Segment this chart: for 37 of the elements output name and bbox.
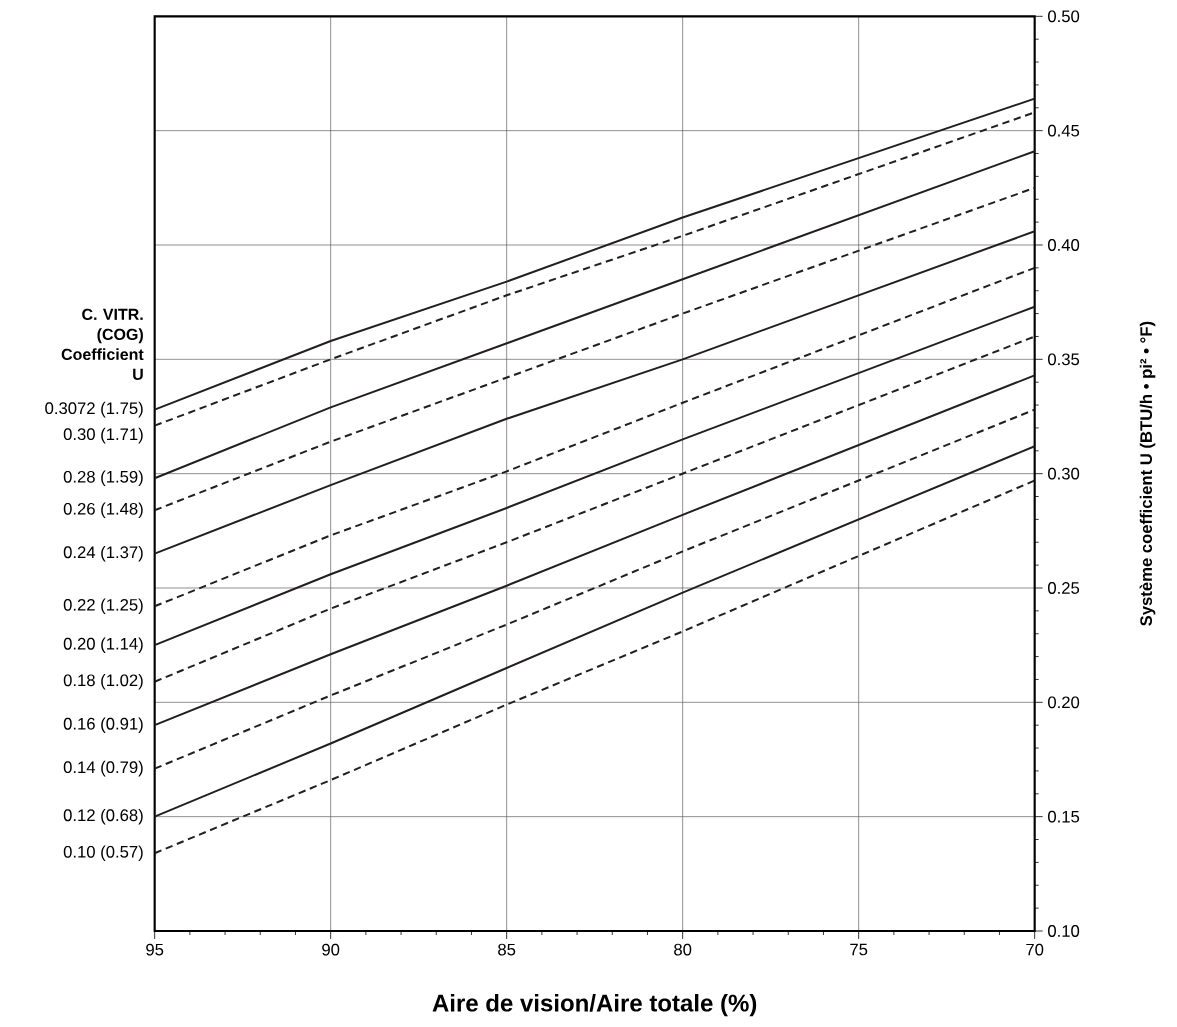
line-series	[154, 230, 1035, 555]
x-tick-label: 95	[146, 943, 164, 956]
series-label: 0.12 (0.68)	[63, 808, 143, 825]
legend-title: C. VITR. (COG) Coefficient U	[61, 308, 144, 381]
y-tick-label: 0.50	[1048, 10, 1080, 23]
series-label: 0.22 (1.25)	[63, 598, 143, 615]
y-tick-label: 0.35	[1048, 353, 1080, 366]
line-series	[154, 305, 1035, 647]
x-tick-label: 90	[322, 943, 340, 956]
line-series	[154, 408, 1035, 770]
y-tick-label: 0.10	[1048, 925, 1080, 937]
series-label: 0.20 (1.14)	[63, 637, 143, 653]
line-series	[154, 479, 1035, 855]
x-tick-label: 70	[1026, 943, 1044, 956]
x-tick-label: 85	[498, 943, 516, 956]
series-label: 0.14 (0.79)	[63, 760, 143, 777]
y-axis-title: Système coefficient U (BTU/h • pi² • °F)	[1139, 321, 1156, 626]
series-label: 0.3072 (1.75)	[45, 401, 143, 418]
series-label: 0.30 (1.71)	[63, 427, 143, 444]
y-tick-label: 0.25	[1048, 582, 1080, 594]
series-label: 0.28 (1.59)	[63, 470, 143, 486]
y-tick-label: 0.15	[1048, 810, 1080, 823]
x-tick-label: 80	[674, 943, 692, 956]
y-tick-label: 0.40	[1048, 239, 1080, 251]
x-tick-label: 75	[850, 943, 868, 956]
y-tick-label: 0.20	[1048, 696, 1080, 709]
line-series	[154, 266, 1035, 608]
series-label: 0.18 (1.02)	[63, 673, 143, 690]
line-series	[154, 445, 1035, 818]
x-axis-title: Aire de vision/Aire totale (%)	[432, 993, 757, 1017]
series-label: 0.10 (0.57)	[63, 845, 143, 861]
series-label: 0.16 (0.91)	[63, 717, 143, 733]
line-series	[154, 374, 1035, 727]
series-label: 0.26 (1.48)	[63, 502, 143, 518]
series-label: 0.24 (1.37)	[63, 545, 143, 562]
y-tick-label: 0.30	[1048, 467, 1080, 480]
y-tick-label: 0.45	[1048, 124, 1080, 137]
